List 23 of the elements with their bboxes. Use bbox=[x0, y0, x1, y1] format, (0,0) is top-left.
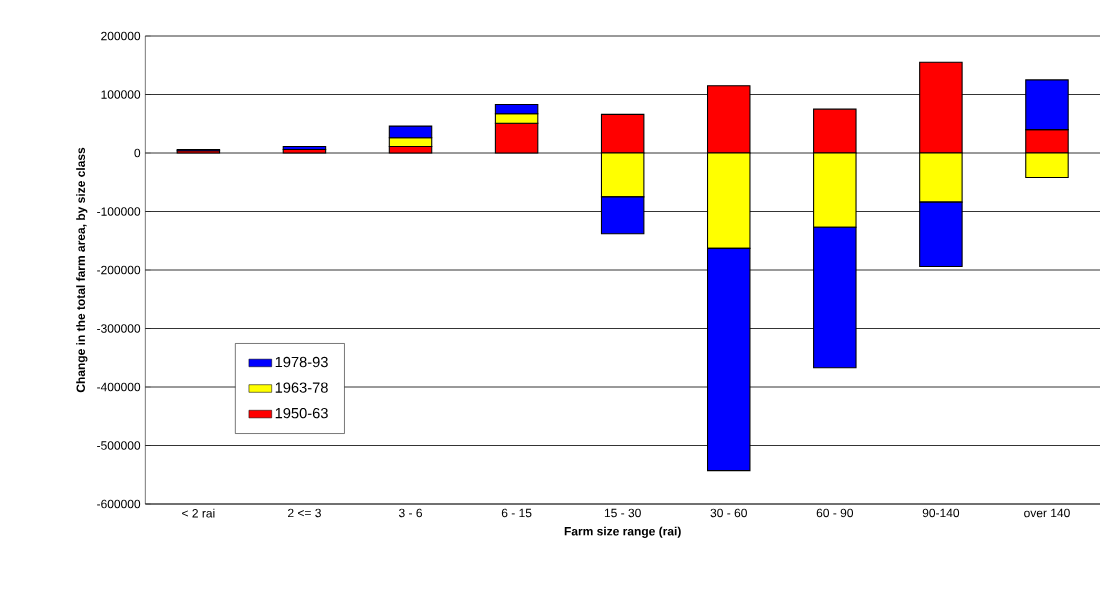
x-tick-label: 6 - 15 bbox=[501, 508, 532, 518]
y-axis-title: Change in the total farm area, by size class bbox=[76, 147, 88, 393]
y-tick-label: -500000 bbox=[97, 441, 141, 450]
x-tick-label: 60 - 90 bbox=[816, 508, 854, 518]
y-tick-label: 0 bbox=[134, 148, 141, 158]
x-tick-label: 2 <= 3 bbox=[288, 508, 321, 518]
legend-label: 1963-78 bbox=[275, 382, 328, 393]
x-tick-label: 90-140 bbox=[922, 508, 960, 518]
y-tick-label: 200000 bbox=[101, 31, 141, 41]
x-tick-label: 30 - 60 bbox=[710, 508, 747, 518]
y-tick-label: -600000 bbox=[97, 499, 141, 509]
legend-label: 1978-93 bbox=[275, 356, 328, 368]
x-tick-label: < 2 rai bbox=[182, 508, 215, 518]
y-tick-label: -400000 bbox=[97, 382, 141, 392]
y-tick-label: 100000 bbox=[101, 90, 141, 99]
legend-label: 1950-63 bbox=[275, 407, 328, 419]
x-tick-label: 15 - 30 bbox=[604, 508, 641, 518]
y-tick-label: -300000 bbox=[97, 324, 141, 333]
y-tick-label: -200000 bbox=[97, 265, 141, 275]
y-tick-label: -100000 bbox=[97, 207, 141, 216]
x-tick-label: 3 - 6 bbox=[398, 508, 422, 518]
x-axis-title: Farm size range (rai) bbox=[564, 526, 681, 538]
x-tick-label: over 140 bbox=[1024, 508, 1070, 518]
